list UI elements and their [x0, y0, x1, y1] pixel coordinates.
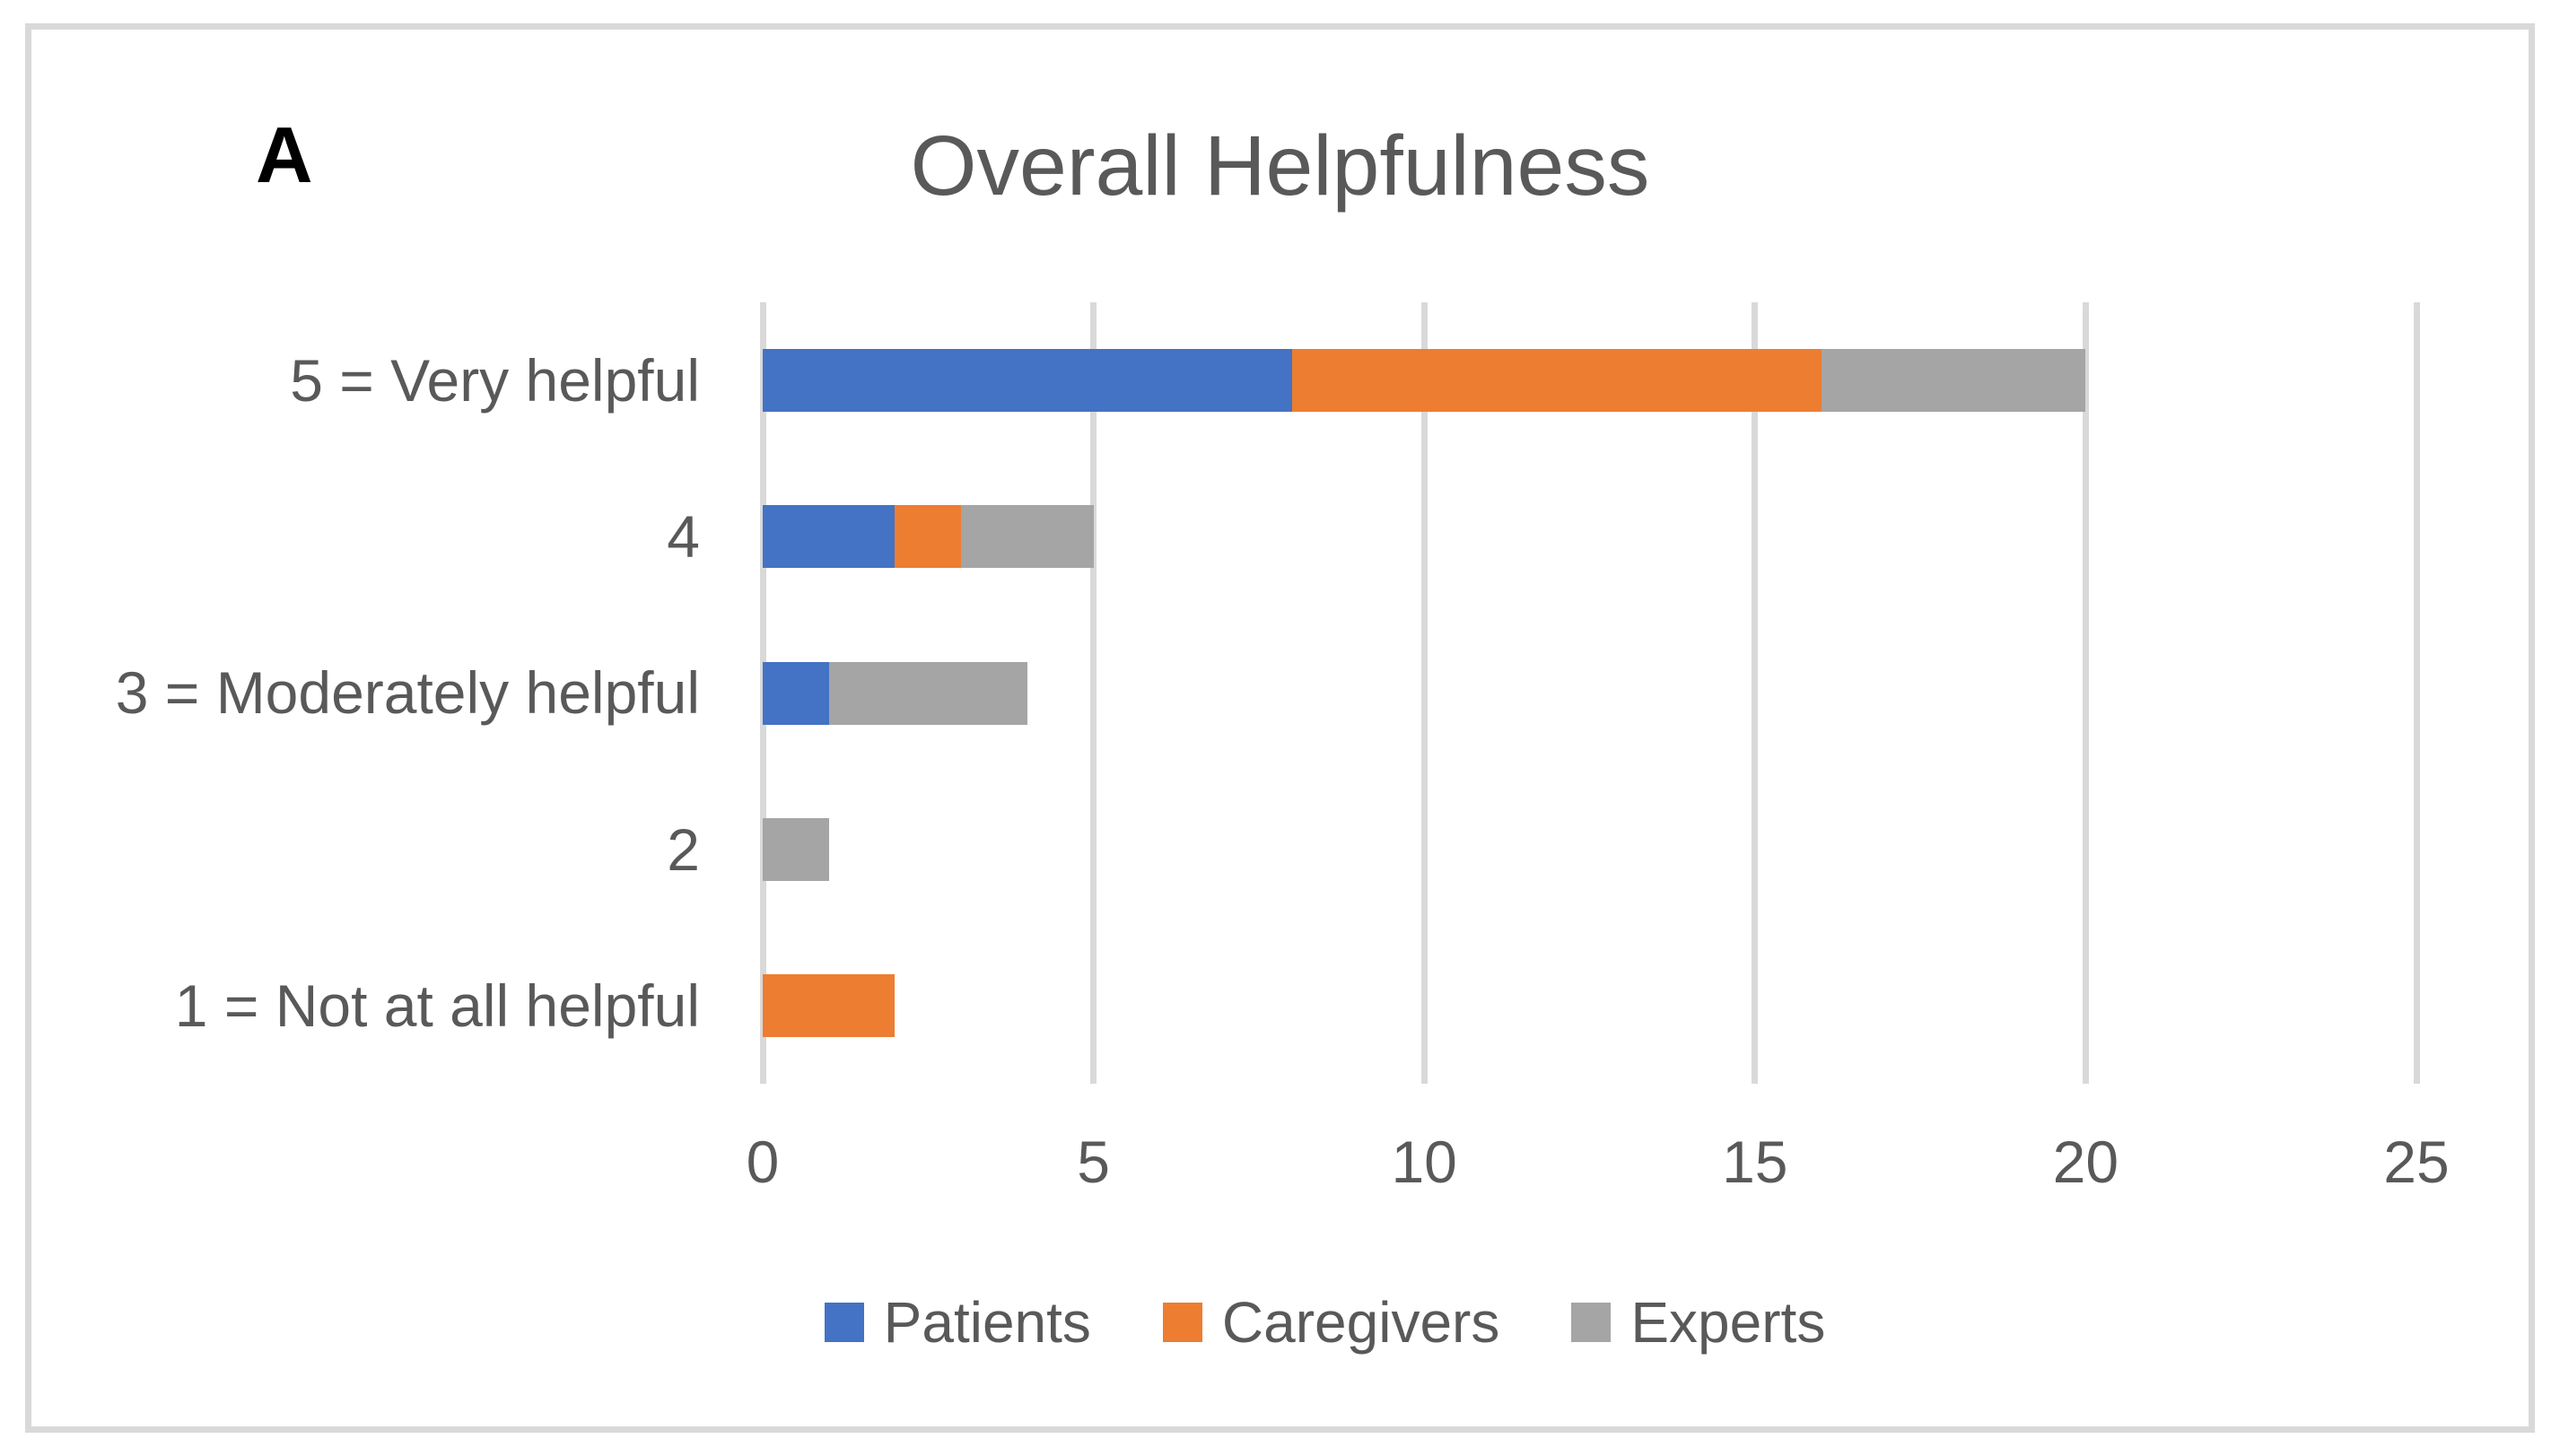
legend-item-experts: Experts — [1571, 1294, 1825, 1351]
category-axis: 5 = Very helpful 4 3 = Moderately helpful 2… — [36, 302, 700, 1084]
bar-segment-caregivers — [1291, 349, 1822, 413]
bar-row — [763, 817, 2416, 881]
legend-label: Caregivers — [1221, 1290, 1500, 1355]
legend-label: Patients — [883, 1290, 1091, 1355]
value-tick-label: 5 — [1077, 1129, 1110, 1195]
bar-segment-caregivers — [763, 973, 896, 1037]
category-label: 2 — [667, 815, 700, 883]
gridline — [2413, 302, 2420, 1084]
chart-frame: A Overall Helpfulness — [25, 23, 2535, 1433]
gridline — [1420, 302, 1428, 1084]
legend-item-patients: Patients — [824, 1290, 1091, 1355]
legend-swatch-icon — [1571, 1303, 1612, 1342]
panel-label: A — [256, 110, 313, 199]
category-label: 3 = Moderately helpful — [115, 659, 700, 727]
bar-row — [763, 661, 2416, 725]
category-label: 1 = Not at all helpful — [174, 972, 700, 1039]
gridline — [1752, 302, 1759, 1084]
chart-title: Overall Helpfulness — [910, 118, 1650, 214]
bar-segment-patients — [763, 505, 896, 569]
plot-area — [759, 302, 2420, 1084]
value-tick-label: 25 — [2383, 1129, 2450, 1195]
bar-segment-patients — [763, 661, 829, 725]
gridline — [2082, 302, 2089, 1084]
bar-segment-experts — [1821, 349, 2086, 413]
gridline — [1090, 302, 1097, 1084]
bar-row — [763, 973, 2416, 1037]
bar-segment-experts — [763, 817, 829, 881]
legend-label: Experts — [1630, 1290, 1826, 1355]
legend-item-caregivers: Caregivers — [1162, 1290, 1500, 1355]
bar-row — [763, 505, 2416, 569]
value-tick-label: 20 — [2052, 1129, 2119, 1195]
value-tick-label: 15 — [1722, 1129, 1788, 1195]
bar-segment-experts — [828, 661, 1027, 725]
value-tick-label: 0 — [746, 1129, 780, 1195]
legend-swatch-icon — [1162, 1303, 1202, 1342]
value-axis: 0 5 10 15 20 25 — [0, 1132, 2560, 1204]
legend-swatch-icon — [824, 1303, 864, 1342]
value-tick-label: 10 — [1391, 1129, 1457, 1195]
category-label: 4 — [667, 503, 700, 571]
category-label: 5 = Very helpful — [290, 347, 700, 414]
bar-segment-experts — [961, 505, 1094, 569]
bar-segment-caregivers — [895, 505, 962, 569]
bar-segment-patients — [763, 349, 1292, 413]
bar-row — [763, 349, 2416, 413]
legend: Patients Caregivers Experts — [45, 1294, 2560, 1351]
